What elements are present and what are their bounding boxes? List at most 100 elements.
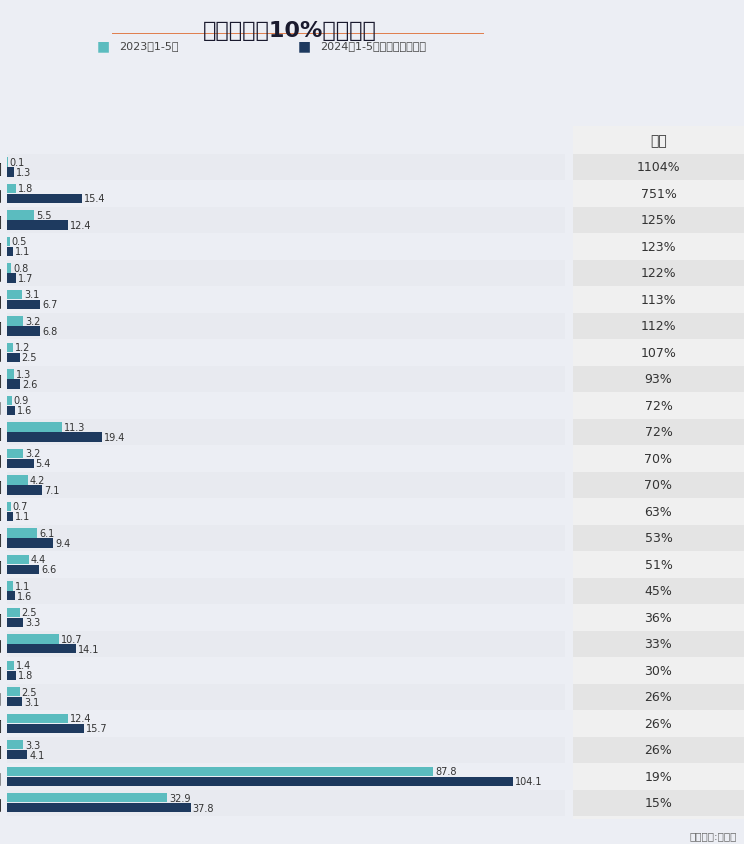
Bar (7, 423, 62, 432)
Bar (7, 763, 565, 790)
Text: 107%: 107% (641, 347, 676, 360)
Text: ■: ■ (97, 40, 110, 53)
Bar (7, 793, 167, 803)
Bar (7, 313, 565, 340)
Bar (7, 185, 16, 194)
Bar (7, 502, 11, 511)
Bar (7, 528, 37, 538)
Text: 12.4: 12.4 (69, 220, 91, 230)
Text: 3.3: 3.3 (25, 618, 41, 628)
Bar (7, 380, 20, 389)
Text: 2.5: 2.5 (22, 687, 37, 697)
Text: 6.1: 6.1 (39, 528, 54, 538)
Text: 1.4: 1.4 (16, 661, 31, 670)
Bar (7, 476, 28, 485)
Bar (7, 406, 15, 415)
Bar (7, 687, 19, 696)
Bar (7, 604, 565, 630)
Bar (7, 392, 565, 419)
Text: 3.3: 3.3 (25, 740, 41, 750)
Bar (7, 397, 12, 406)
Text: 26%: 26% (644, 744, 673, 756)
Bar (573, 208, 744, 234)
Bar (7, 247, 13, 257)
Bar (573, 313, 744, 340)
Bar (7, 300, 40, 310)
Text: 32.9: 32.9 (169, 793, 190, 803)
Text: 1.1: 1.1 (15, 511, 30, 522)
Text: 2024年1-5月（单位：万辆）: 2024年1-5月（单位：万辆） (320, 41, 426, 51)
Text: 数据来源:乘联会: 数据来源:乘联会 (689, 830, 737, 840)
Text: 2023年1-5月: 2023年1-5月 (119, 41, 179, 51)
Bar (7, 608, 19, 617)
Text: 125%: 125% (641, 214, 676, 227)
Text: 53%: 53% (644, 532, 673, 544)
Text: 2.6: 2.6 (22, 380, 37, 389)
Text: 6.6: 6.6 (42, 565, 57, 575)
Text: 93%: 93% (644, 373, 673, 386)
Text: 45%: 45% (644, 585, 673, 598)
Bar (7, 697, 22, 706)
Text: 26%: 26% (644, 717, 673, 730)
Bar (7, 264, 11, 273)
Bar (7, 750, 28, 760)
Bar (573, 287, 744, 313)
Bar (7, 290, 22, 300)
Text: 0.8: 0.8 (13, 263, 28, 273)
Text: 26%: 26% (644, 690, 673, 703)
Bar (7, 740, 24, 749)
Bar (7, 459, 33, 468)
Text: 63%: 63% (644, 506, 673, 518)
Bar (7, 671, 16, 680)
Bar (7, 234, 565, 261)
Text: 4.4: 4.4 (31, 555, 46, 565)
Bar (7, 661, 14, 670)
Bar (7, 714, 68, 723)
Bar (7, 618, 24, 627)
Bar (573, 419, 744, 446)
Text: 1.7: 1.7 (18, 273, 33, 284)
Bar (573, 578, 744, 604)
Bar (573, 446, 744, 472)
Text: 0.1: 0.1 (10, 158, 25, 168)
Bar (7, 472, 565, 499)
Bar (7, 208, 565, 234)
Bar (7, 499, 565, 525)
Text: 15.4: 15.4 (84, 194, 106, 204)
Text: 1.8: 1.8 (18, 184, 33, 194)
Bar (7, 803, 191, 813)
Bar (7, 287, 565, 313)
Text: 1.3: 1.3 (16, 168, 31, 178)
Bar (7, 644, 76, 654)
Bar (7, 237, 10, 246)
Text: 51%: 51% (644, 558, 673, 571)
Bar (573, 472, 744, 499)
Text: 1.2: 1.2 (15, 343, 31, 353)
Text: 113%: 113% (641, 294, 676, 306)
Bar (573, 499, 744, 525)
Bar (7, 630, 565, 657)
Bar (573, 525, 744, 551)
Text: 33%: 33% (644, 637, 673, 651)
Bar (573, 154, 744, 181)
Bar (7, 433, 102, 442)
Bar (7, 635, 60, 644)
Bar (7, 525, 565, 551)
Text: 1.3: 1.3 (16, 370, 31, 380)
Bar (7, 449, 23, 458)
Text: 0.9: 0.9 (13, 396, 29, 406)
Text: 9.4: 9.4 (55, 538, 70, 549)
Text: 36%: 36% (644, 611, 673, 624)
Bar (7, 710, 565, 737)
Text: 6.7: 6.7 (42, 300, 57, 310)
Bar (7, 366, 565, 392)
Bar (7, 168, 13, 177)
Bar (7, 327, 40, 336)
Text: 1.1: 1.1 (15, 582, 30, 591)
Bar (7, 790, 565, 816)
Bar (7, 565, 39, 574)
Text: 112%: 112% (641, 320, 676, 333)
Text: 6.8: 6.8 (42, 327, 57, 337)
Bar (7, 657, 565, 684)
Text: 70%: 70% (644, 479, 673, 492)
